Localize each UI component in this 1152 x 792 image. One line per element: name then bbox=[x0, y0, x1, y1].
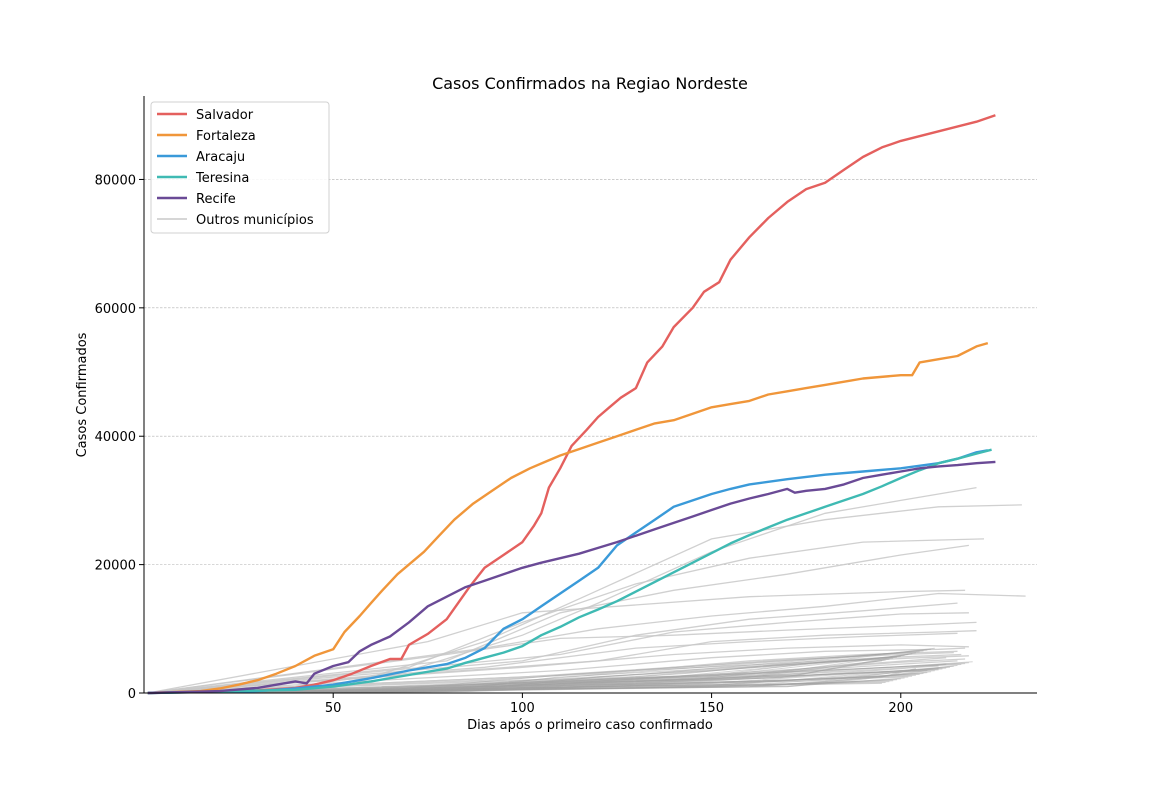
other-small-line-18 bbox=[147, 666, 951, 694]
other-small-line-38 bbox=[147, 648, 932, 694]
other-small-line-16 bbox=[147, 668, 943, 694]
other-municipality-line-11 bbox=[147, 644, 969, 694]
series-line-fortaleza bbox=[147, 341, 989, 695]
y-tick-label-60000: 60000 bbox=[95, 302, 136, 317]
y-tick-label-0: 0 bbox=[128, 687, 136, 702]
other-small-line-28 bbox=[147, 657, 894, 694]
series-line-salvador bbox=[147, 114, 996, 695]
legend-label-2: Aracaju bbox=[196, 150, 245, 165]
other-small-line-6 bbox=[147, 677, 905, 694]
legend: Salvador Fortaleza Aracaju Teresina Recife Ou… bbox=[150, 101, 330, 234]
other-small-line-15 bbox=[147, 669, 939, 694]
highlighted-series-lines bbox=[147, 114, 996, 695]
other-municipality-line-2 bbox=[147, 538, 985, 694]
y-tick-label-40000: 40000 bbox=[95, 430, 136, 445]
other-municipality-line-8 bbox=[147, 621, 977, 694]
other-municipality-line-24 bbox=[147, 667, 917, 694]
x-axis-label: Dias após o primeiro caso confirmado bbox=[467, 718, 713, 733]
legend-label-0: Salvador bbox=[196, 108, 254, 123]
other-municipality-line-5 bbox=[147, 589, 966, 694]
other-small-line-39 bbox=[147, 647, 935, 694]
other-municipality-line-7 bbox=[147, 612, 969, 694]
other-small-line-29 bbox=[147, 656, 898, 694]
other-small-line-37 bbox=[147, 649, 928, 694]
legend-label-1: Fortaleza bbox=[196, 129, 256, 144]
other-small-line-26 bbox=[147, 659, 886, 694]
other-municipality-line-1 bbox=[147, 504, 1022, 694]
other-municipality-line-16 bbox=[147, 655, 969, 694]
chart-title: Casos Confirmados na Regiao Nordeste bbox=[432, 74, 748, 93]
other-municipalities-lines bbox=[147, 486, 1026, 694]
other-small-line-4 bbox=[147, 679, 898, 694]
other-municipality-line-19 bbox=[147, 660, 958, 694]
other-municipality-line-21 bbox=[147, 665, 939, 694]
other-small-line-9 bbox=[147, 674, 916, 694]
x-tick-label-100: 100 bbox=[510, 701, 535, 716]
other-small-line-25 bbox=[147, 660, 882, 694]
x-tick-label-200: 200 bbox=[888, 701, 913, 716]
other-municipality-line-15 bbox=[147, 653, 962, 694]
y-axis-ticks: 0 20000 40000 60000 80000 bbox=[95, 173, 144, 702]
other-municipality-line-22 bbox=[147, 667, 939, 694]
legend-label-4: Recife bbox=[196, 192, 236, 207]
legend-box bbox=[150, 101, 330, 234]
series-line-teresina bbox=[147, 448, 992, 695]
other-small-line-17 bbox=[147, 667, 947, 694]
other-small-line-7 bbox=[147, 676, 909, 694]
other-small-line-27 bbox=[147, 658, 890, 694]
x-axis-ticks: 50 100 150 200 bbox=[325, 693, 913, 716]
series-line-aracaju bbox=[147, 449, 989, 695]
other-municipality-line-9 bbox=[147, 630, 977, 694]
other-small-line-19 bbox=[147, 665, 954, 694]
legend-label-5: Outros municípios bbox=[196, 213, 314, 228]
x-tick-label-50: 50 bbox=[325, 701, 342, 716]
y-tick-label-20000: 20000 bbox=[95, 559, 136, 574]
other-municipality-line-3 bbox=[147, 544, 969, 694]
other-municipality-line-14 bbox=[147, 651, 954, 694]
y-axis-label: Casos Confirmados bbox=[75, 332, 90, 457]
series-line-recife bbox=[147, 460, 996, 695]
grid-lines bbox=[144, 179, 1037, 565]
legend-label-3: Teresina bbox=[195, 171, 249, 186]
other-small-line-8 bbox=[147, 675, 913, 694]
x-tick-label-150: 150 bbox=[699, 701, 724, 716]
y-tick-label-80000: 80000 bbox=[95, 173, 136, 188]
other-municipality-line-6 bbox=[147, 602, 958, 694]
other-municipality-line-12 bbox=[147, 647, 966, 694]
other-small-line-5 bbox=[147, 678, 901, 694]
